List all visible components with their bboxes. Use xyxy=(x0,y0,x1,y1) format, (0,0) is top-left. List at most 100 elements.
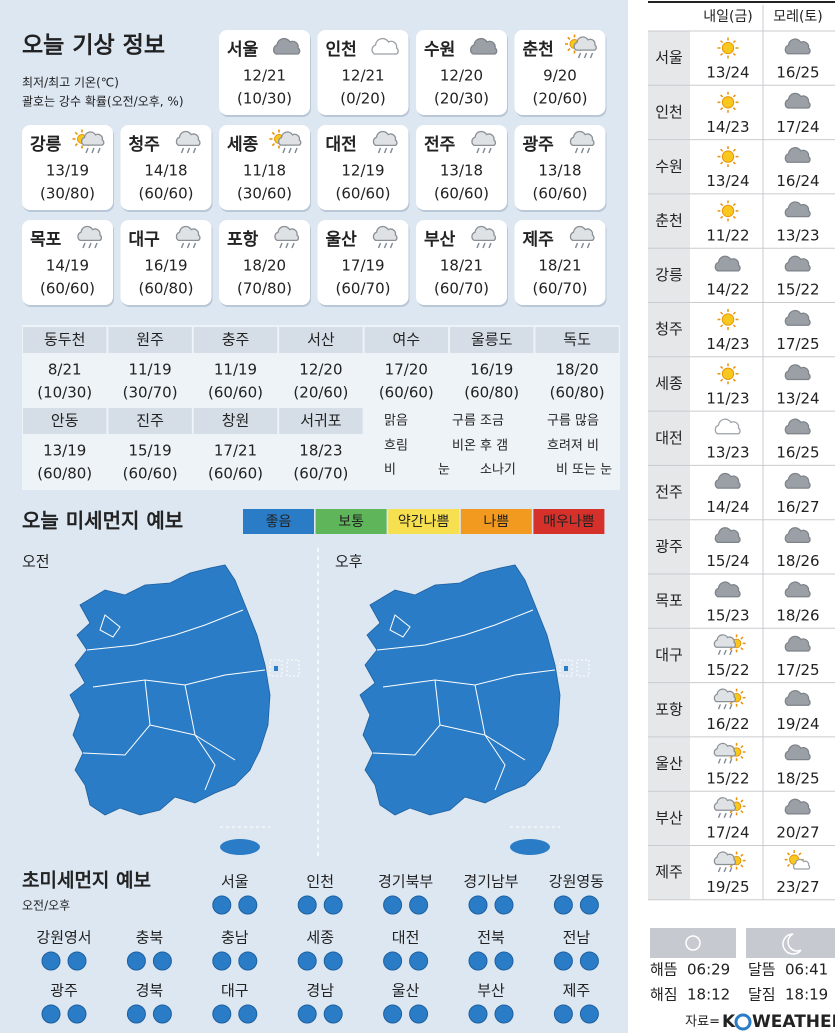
temperature: 14/19 xyxy=(46,257,89,275)
card xyxy=(514,125,606,210)
weather-icon xyxy=(784,255,811,272)
cloud xyxy=(713,634,736,648)
jeju xyxy=(510,839,550,855)
source-prefix: 자료= xyxy=(685,1015,720,1030)
weather-icon xyxy=(784,418,811,435)
sun-ray xyxy=(732,202,736,207)
city-name: 수원 xyxy=(424,40,455,60)
weather-icon xyxy=(784,147,811,163)
legend-label: 흐려져 비 xyxy=(547,439,599,454)
weather-icon xyxy=(717,146,739,168)
rain xyxy=(580,147,585,154)
temperature: 17/25 xyxy=(776,661,819,679)
sun-ray xyxy=(732,161,736,165)
rain-probability: (60/60) xyxy=(139,185,194,203)
rain xyxy=(574,242,579,249)
region-name: 인천 xyxy=(306,873,334,891)
dust-grade xyxy=(243,509,314,534)
rain xyxy=(97,147,101,154)
temperature: 8/21 xyxy=(48,361,82,379)
sun-ray xyxy=(732,365,736,369)
day-header: 모레(토) xyxy=(773,9,823,25)
dust-level xyxy=(553,951,573,971)
city-name: 제주 xyxy=(655,863,683,881)
sun-ray xyxy=(729,647,733,651)
rain-probability: (60/70) xyxy=(293,465,348,483)
sun-ray xyxy=(740,636,744,640)
cloud xyxy=(573,36,597,51)
sun xyxy=(721,96,735,109)
province-border xyxy=(389,614,411,638)
cloud xyxy=(784,255,811,272)
temperature: 13/23 xyxy=(776,226,819,244)
rain xyxy=(180,242,185,249)
legend-label: 비온 후 갬 xyxy=(452,439,508,454)
mainland xyxy=(69,564,271,816)
rain xyxy=(574,147,579,154)
rain-probability: (10/30) xyxy=(37,384,92,402)
sun-ray xyxy=(271,131,275,135)
dust-level xyxy=(126,1004,146,1024)
weather-icon xyxy=(372,225,398,249)
city-name: 목포 xyxy=(655,592,683,610)
rain xyxy=(580,242,585,249)
weather-icon xyxy=(714,418,741,435)
dust-level xyxy=(67,951,87,971)
weather-icon xyxy=(274,225,300,249)
weather-icon xyxy=(784,364,811,381)
dust-level xyxy=(494,951,514,971)
weather-icon xyxy=(784,309,811,326)
card xyxy=(514,220,606,305)
legend-label: 구름 많음 xyxy=(547,414,599,429)
rain xyxy=(586,147,591,154)
rain xyxy=(377,242,382,249)
cloud xyxy=(784,38,811,55)
city-name: 광주 xyxy=(655,537,683,555)
dust-level xyxy=(212,895,232,915)
temperature: 13/19 xyxy=(46,162,89,180)
dust-level xyxy=(297,1004,317,1024)
brand: K xyxy=(722,1012,736,1032)
rain xyxy=(285,242,289,249)
rain-probability: (60/70) xyxy=(434,280,489,298)
ulleung xyxy=(564,666,568,671)
city-name: 청주 xyxy=(655,320,683,338)
dust-grade-label: 약간나쁨 xyxy=(398,514,450,530)
weather-icon xyxy=(717,363,739,385)
temperature: 16/19 xyxy=(144,257,187,275)
town-header xyxy=(450,327,534,353)
temperature: 13/24 xyxy=(706,64,749,82)
town-header xyxy=(535,327,619,353)
ulleung-box xyxy=(269,659,283,677)
weather-icon xyxy=(713,634,746,656)
rain-probability: (30/80) xyxy=(40,185,95,203)
rain-probability: (60/60) xyxy=(123,465,178,483)
rain xyxy=(291,242,295,249)
city-cell xyxy=(648,85,690,140)
sun-ray xyxy=(729,755,733,759)
cloud xyxy=(372,225,398,242)
day-header: 내일(금) xyxy=(703,9,753,25)
sun-ray xyxy=(732,215,736,219)
rain-probability: (60/80) xyxy=(550,384,605,402)
cloud xyxy=(713,851,736,866)
dust-level xyxy=(323,895,343,915)
city-cell xyxy=(648,628,690,683)
temperature: 18/25 xyxy=(776,769,819,787)
temperature: 18/21 xyxy=(538,257,581,275)
cloud xyxy=(175,130,201,147)
city-cell xyxy=(648,411,690,466)
city-cell xyxy=(648,845,690,900)
weather-icon xyxy=(784,744,811,761)
temperature: 13/24 xyxy=(776,389,819,407)
rain xyxy=(717,867,722,873)
dust-level xyxy=(468,951,488,971)
town-name: 서귀포 xyxy=(300,412,342,430)
cloud xyxy=(80,131,105,146)
temperature: 15/19 xyxy=(128,442,171,460)
card xyxy=(219,220,310,305)
city-name: 울산 xyxy=(326,230,358,250)
sun-ray xyxy=(732,324,736,328)
cloud xyxy=(77,225,103,242)
